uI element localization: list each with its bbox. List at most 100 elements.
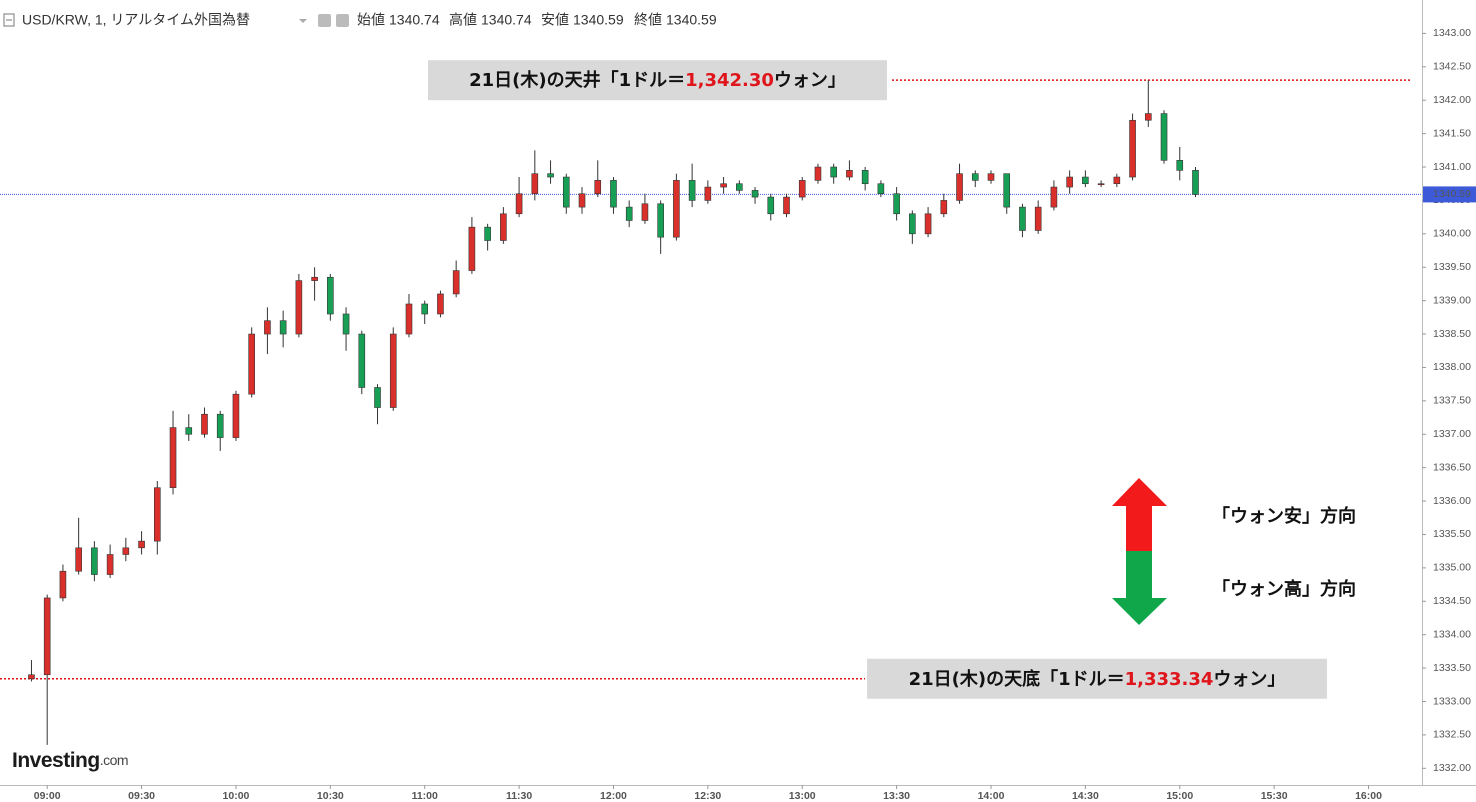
candle-body	[452, 270, 460, 295]
candle-body	[374, 387, 381, 408]
ohlc-label: 高値	[449, 12, 477, 28]
y-tick-label: 1334.00	[1433, 628, 1471, 640]
candle-body	[295, 280, 303, 335]
arrow-label: 「ウォン高」方向	[1212, 578, 1356, 600]
y-tick-label: 1337.00	[1433, 428, 1471, 440]
candle-body	[1003, 173, 1011, 208]
ohlc-value: 1340.59	[573, 12, 624, 28]
y-tick-label: 1337.50	[1433, 395, 1471, 407]
x-tick-label: 15:00	[1166, 790, 1193, 802]
ohlc-value: 1340.74	[389, 12, 440, 28]
candle-body	[877, 183, 885, 195]
candle-body	[1050, 186, 1058, 208]
y-tick-label: 1342.50	[1433, 61, 1471, 73]
y-tick-label: 1339.00	[1433, 294, 1471, 306]
arrow-label: 「ウォン安」方向	[1212, 505, 1356, 527]
candle-body	[1144, 113, 1152, 121]
candle-body	[594, 180, 602, 195]
candle-body	[437, 293, 444, 315]
candle-body	[248, 333, 255, 395]
ohlc-label: 安値	[541, 12, 569, 28]
candle-body	[1097, 183, 1105, 186]
ohlc-value: 1340.74	[481, 12, 532, 28]
candle-body	[1082, 176, 1089, 185]
candle-body	[578, 193, 586, 208]
candle-body	[720, 183, 727, 188]
candle-body	[122, 547, 130, 555]
candle-body	[1192, 170, 1199, 195]
price-tag	[1423, 186, 1476, 203]
candle-body	[909, 213, 916, 235]
candle-body	[342, 313, 350, 335]
candle-body	[264, 320, 271, 335]
candle-body	[28, 674, 35, 680]
up-arrow	[1112, 478, 1167, 551]
y-tick-label: 1332.50	[1433, 729, 1471, 741]
candle-body	[751, 190, 759, 198]
y-tick-label: 1339.50	[1433, 261, 1471, 273]
candle-body	[468, 226, 476, 271]
candle-body	[1034, 206, 1042, 231]
settings-icon[interactable]	[336, 14, 349, 27]
symbol: USD/KRW, 1, リアルタイム外国為替	[22, 12, 250, 28]
x-tick-label: 11:30	[506, 790, 532, 802]
candle-body	[327, 276, 334, 315]
settings-icon[interactable]	[318, 14, 331, 27]
candle-body	[279, 320, 287, 335]
candle-body	[1113, 176, 1121, 185]
candle-body	[154, 487, 161, 542]
annotation-price: 1,342.30	[685, 70, 774, 91]
candle-body	[138, 540, 145, 549]
candle-body	[91, 547, 98, 575]
candle-body	[106, 554, 114, 575]
candle-body	[893, 193, 900, 215]
y-tick-label: 1334.50	[1433, 595, 1471, 607]
y-tick-label: 1332.00	[1433, 762, 1471, 774]
ohlc-label: 始値	[357, 12, 385, 28]
ohlc-value: 1340.59	[666, 12, 717, 28]
y-tick-label: 1335.00	[1433, 562, 1471, 574]
y-tick-label: 1338.00	[1433, 361, 1471, 373]
annotation-box	[867, 658, 1327, 699]
candle-body	[1066, 176, 1073, 188]
candle-body	[75, 547, 82, 572]
x-tick-label: 13:00	[789, 790, 816, 802]
candle-body	[814, 166, 822, 181]
candle-body	[987, 173, 995, 181]
candle-body	[216, 413, 224, 438]
logo: Investing.com	[12, 749, 128, 772]
annotation-text: ウォン」	[774, 70, 846, 91]
candle-body	[43, 597, 51, 676]
candle-body	[688, 180, 696, 201]
annotation-text: 21日(木)の天井「1ドル＝	[469, 69, 685, 91]
logo-text: Investing	[12, 749, 100, 772]
y-tick-label: 1336.50	[1433, 461, 1471, 473]
y-tick-label: 1341.00	[1433, 161, 1471, 173]
candle-body	[169, 427, 177, 489]
ohlc-label: 終値	[634, 12, 662, 28]
annotation-text: ウォン」	[1213, 669, 1285, 690]
candle-body	[736, 183, 743, 191]
candle-body	[405, 303, 413, 335]
candle-body	[610, 180, 617, 208]
x-tick-label: 10:00	[223, 790, 250, 802]
x-tick-label: 16:00	[1355, 790, 1382, 802]
candle-body	[201, 413, 208, 435]
dropdown[interactable]	[299, 19, 307, 23]
annotation: 21日(木)の天底「1ドル＝1,333.34ウォン」	[909, 668, 1286, 690]
candle-body	[657, 203, 664, 238]
y-tick-label: 1340.00	[1433, 228, 1471, 240]
candle-body	[1176, 160, 1184, 171]
candle-body	[1160, 113, 1168, 161]
candle-body	[924, 213, 932, 235]
x-tick-label: 09:30	[128, 790, 155, 802]
candle-body	[484, 226, 491, 241]
y-tick-label: 1335.50	[1433, 528, 1471, 540]
y-tick-label: 1341.50	[1433, 127, 1471, 139]
y-tick-label: 1336.00	[1433, 495, 1471, 507]
candle-body	[704, 186, 712, 201]
collapse-icon[interactable]	[3, 13, 15, 27]
candle-body	[971, 173, 979, 181]
